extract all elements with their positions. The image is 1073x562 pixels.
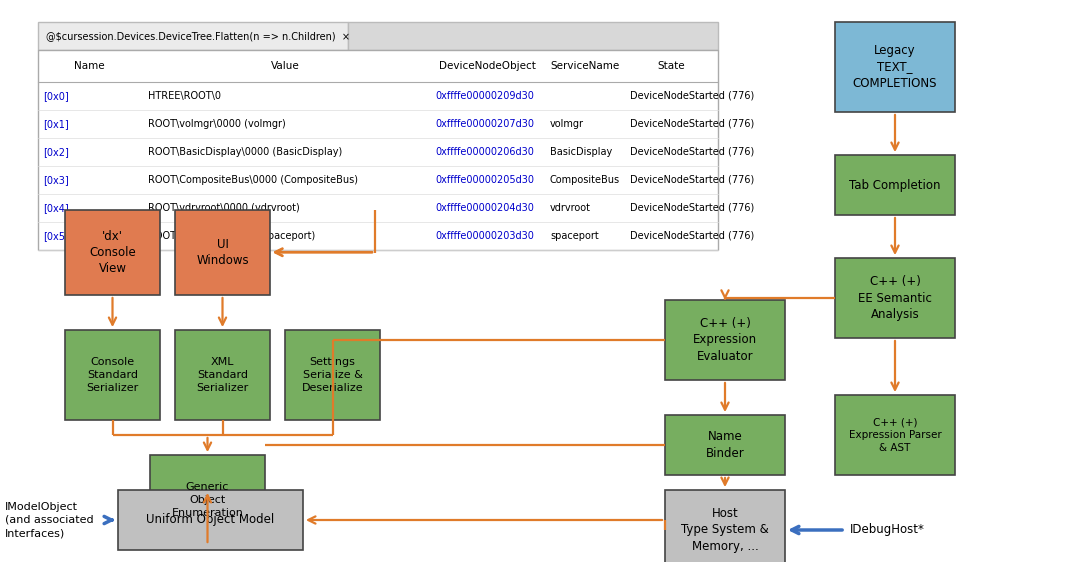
Text: DeviceNodeObject: DeviceNodeObject bbox=[439, 61, 535, 71]
Text: C++ (+)
EE Semantic
Analysis: C++ (+) EE Semantic Analysis bbox=[858, 275, 932, 321]
Text: 0xffffe00000209d30: 0xffffe00000209d30 bbox=[435, 91, 534, 101]
Text: Settings
Serialize &
Deserialize: Settings Serialize & Deserialize bbox=[302, 357, 364, 393]
Text: Name: Name bbox=[74, 61, 104, 71]
Text: Tab Completion: Tab Completion bbox=[849, 179, 941, 192]
Text: C++ (+)
Expression Parser
& AST: C++ (+) Expression Parser & AST bbox=[849, 417, 941, 453]
Bar bbox=[285, 330, 380, 420]
Text: [0x5]: [0x5] bbox=[43, 231, 69, 241]
Bar bbox=[175, 330, 270, 420]
Text: 0xffffe00000203d30: 0xffffe00000203d30 bbox=[435, 231, 534, 241]
Text: [0x0]: [0x0] bbox=[43, 91, 69, 101]
Bar bbox=[665, 490, 785, 562]
Text: State: State bbox=[658, 61, 686, 71]
Bar bbox=[118, 490, 303, 550]
Bar bbox=[38, 50, 718, 250]
Text: [0x3]: [0x3] bbox=[43, 175, 69, 185]
Text: XML
Standard
Serializer: XML Standard Serializer bbox=[196, 357, 249, 393]
Text: DeviceNodeStarted (776): DeviceNodeStarted (776) bbox=[630, 147, 754, 157]
Bar bbox=[175, 210, 270, 295]
Text: [0x4]: [0x4] bbox=[43, 203, 69, 213]
Text: ServiceName: ServiceName bbox=[550, 61, 619, 71]
Text: UI
Windows: UI Windows bbox=[196, 238, 249, 268]
Text: ROOT\BasicDisplay\0000 (BasicDisplay): ROOT\BasicDisplay\0000 (BasicDisplay) bbox=[148, 147, 342, 157]
Bar bbox=[65, 330, 160, 420]
Bar bbox=[38, 22, 348, 50]
Text: Uniform Object Model: Uniform Object Model bbox=[146, 514, 275, 527]
Text: DeviceNodeStarted (776): DeviceNodeStarted (776) bbox=[630, 231, 754, 241]
Text: 'dx'
Console
View: 'dx' Console View bbox=[89, 229, 136, 275]
Text: Legacy
TEXT_
COMPLETIONS: Legacy TEXT_ COMPLETIONS bbox=[853, 44, 937, 90]
Text: DeviceNodeStarted (776): DeviceNodeStarted (776) bbox=[630, 175, 754, 185]
Bar bbox=[835, 258, 955, 338]
Text: [0x1]: [0x1] bbox=[43, 119, 69, 129]
Text: DeviceNodeStarted (776): DeviceNodeStarted (776) bbox=[630, 119, 754, 129]
Text: CompositeBus: CompositeBus bbox=[550, 175, 620, 185]
Text: 0xffffe00000205d30: 0xffffe00000205d30 bbox=[435, 175, 534, 185]
Text: 0xffffe00000204d30: 0xffffe00000204d30 bbox=[435, 203, 534, 213]
Text: C++ (+)
Expression
Evaluator: C++ (+) Expression Evaluator bbox=[693, 317, 758, 363]
Text: Generic
Object
Enumeration: Generic Object Enumeration bbox=[172, 482, 244, 518]
Text: 0xffffe00000207d30: 0xffffe00000207d30 bbox=[435, 119, 534, 129]
Text: volmgr: volmgr bbox=[550, 119, 584, 129]
Bar bbox=[835, 155, 955, 215]
Text: Name
Binder: Name Binder bbox=[706, 430, 745, 460]
Bar bbox=[835, 395, 955, 475]
Text: DeviceNodeStarted (776): DeviceNodeStarted (776) bbox=[630, 203, 754, 213]
Text: ROOT\spaceport\0000 (spaceport): ROOT\spaceport\0000 (spaceport) bbox=[148, 231, 315, 241]
Bar bbox=[65, 210, 160, 295]
Text: @$cursession.Devices.DeviceTree.Flatten(n => n.Children)  ×: @$cursession.Devices.DeviceTree.Flatten(… bbox=[46, 31, 350, 41]
Text: IDebugHost*: IDebugHost* bbox=[850, 523, 925, 537]
Bar bbox=[150, 455, 265, 545]
Text: spaceport: spaceport bbox=[550, 231, 599, 241]
Text: Value: Value bbox=[270, 61, 299, 71]
Bar bbox=[348, 22, 718, 50]
Text: BasicDisplay: BasicDisplay bbox=[550, 147, 613, 157]
Bar bbox=[665, 300, 785, 380]
Text: [0x2]: [0x2] bbox=[43, 147, 69, 157]
Text: Console
Standard
Serializer: Console Standard Serializer bbox=[86, 357, 138, 393]
Text: ROOT\vdrvroot\0000 (vdrvroot): ROOT\vdrvroot\0000 (vdrvroot) bbox=[148, 203, 299, 213]
Text: ROOT\volmgr\0000 (volmgr): ROOT\volmgr\0000 (volmgr) bbox=[148, 119, 285, 129]
Text: ROOT\CompositeBus\0000 (CompositeBus): ROOT\CompositeBus\0000 (CompositeBus) bbox=[148, 175, 358, 185]
Text: 0xffffe00000206d30: 0xffffe00000206d30 bbox=[435, 147, 534, 157]
Bar bbox=[835, 22, 955, 112]
Text: vdrvroot: vdrvroot bbox=[550, 203, 591, 213]
Text: DeviceNodeStarted (776): DeviceNodeStarted (776) bbox=[630, 91, 754, 101]
Bar bbox=[665, 415, 785, 475]
Text: Host
Type System &
Memory, ...: Host Type System & Memory, ... bbox=[681, 507, 769, 553]
Text: HTREE\ROOT\0: HTREE\ROOT\0 bbox=[148, 91, 221, 101]
Text: IModelObject
(and associated
Interfaces): IModelObject (and associated Interfaces) bbox=[5, 502, 93, 538]
